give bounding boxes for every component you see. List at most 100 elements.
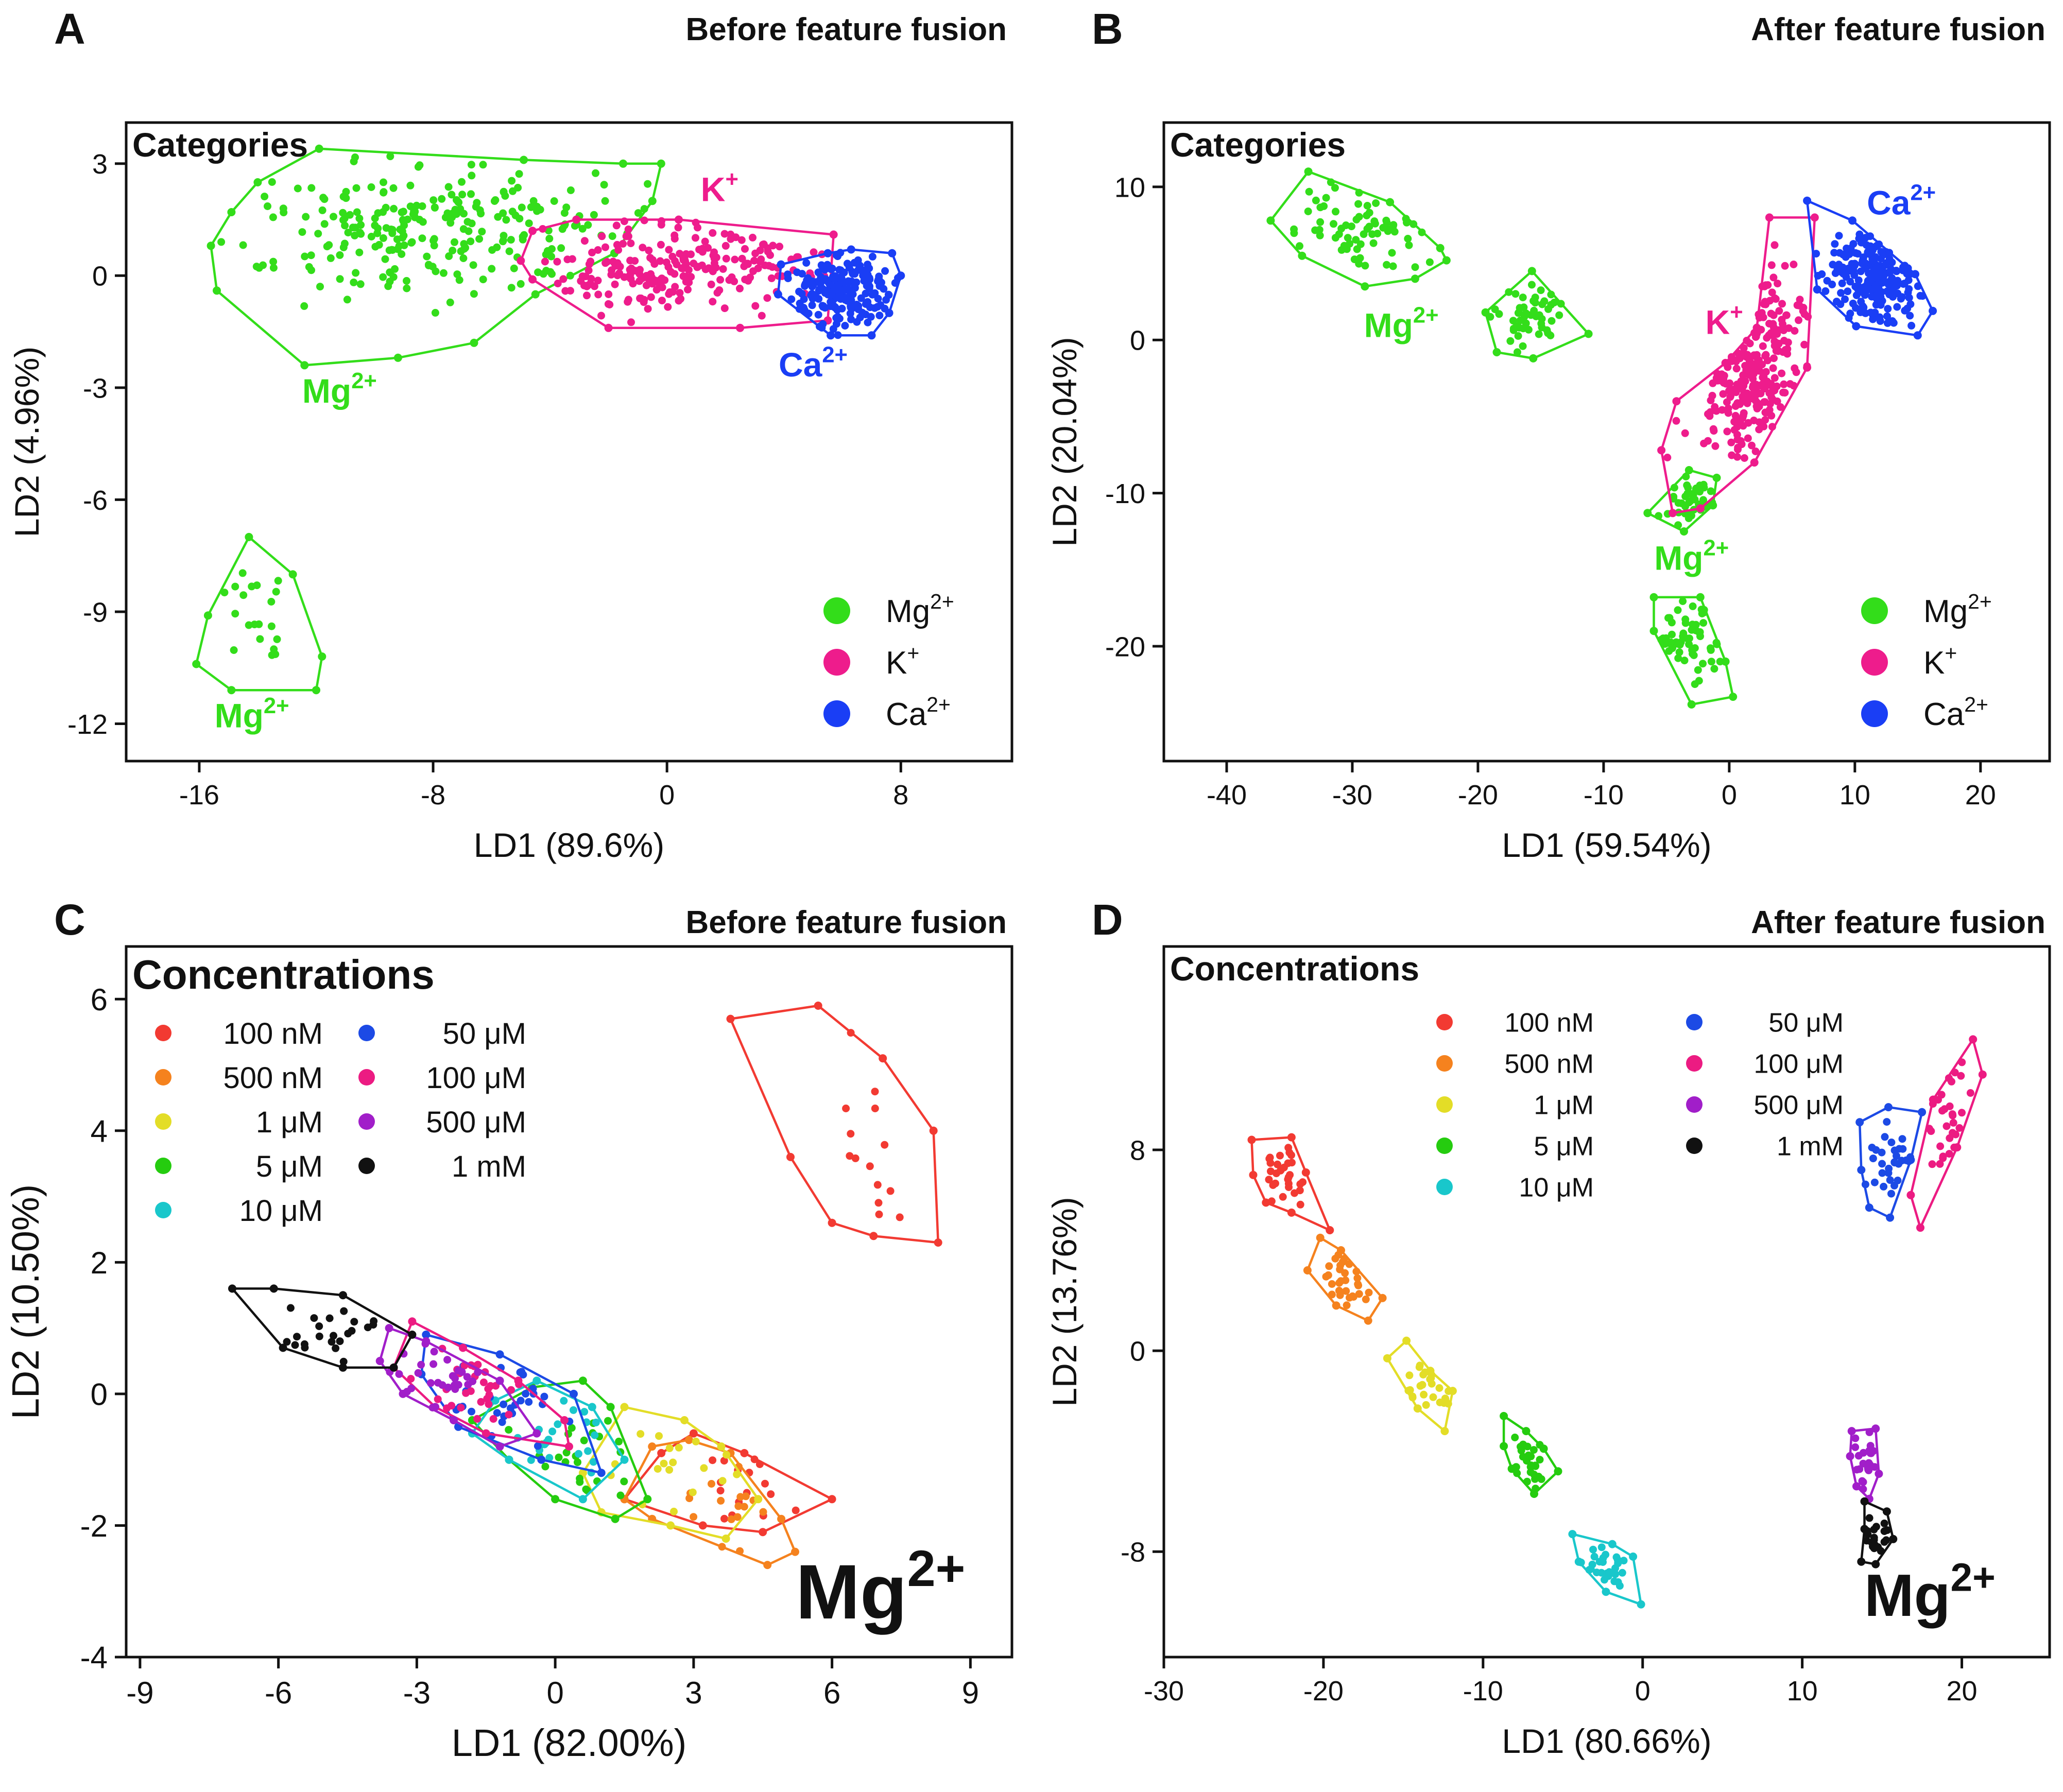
data-point [578,1376,587,1385]
data-point [1696,593,1705,601]
data-point [1770,342,1779,350]
x-tick-label: -40 [1207,780,1247,811]
data-point [1772,295,1780,303]
legend-marker [1436,1014,1453,1030]
data-point [698,245,707,253]
data-point [676,250,684,258]
data-point [607,270,615,279]
x-axis-label: LD1 (59.54%) [1502,826,1711,864]
data-point [1316,1233,1325,1242]
data-point [380,188,388,197]
data-point [755,1460,764,1468]
data-point [845,277,852,285]
data-point [553,257,561,266]
data-point [540,1392,548,1401]
y-tick-label: 10 [1114,172,1145,203]
data-point [1936,1142,1945,1150]
data-point [730,277,738,285]
data-point [1535,311,1543,319]
cluster-annotation: Ca2+ [1867,181,1936,222]
data-point [642,281,650,289]
data-point [548,1427,557,1436]
data-point [1889,319,1898,327]
y-tick-label: 2 [91,1246,108,1280]
series-100m [1906,1035,1987,1232]
data-point [367,233,375,240]
data-point [1568,1530,1577,1539]
data-point [475,235,484,243]
data-point [434,1395,442,1403]
data-point [1341,1269,1349,1277]
data-point [1287,1151,1295,1159]
data-point [1854,1452,1863,1460]
data-point [314,230,322,238]
data-point [1855,234,1863,243]
data-point [1766,381,1775,389]
data-point [1679,597,1687,605]
data-point [1884,1103,1893,1112]
data-point [1860,1497,1869,1506]
data-point [1871,253,1880,261]
data-point [1530,1471,1538,1478]
data-point [648,280,657,288]
data-point [444,183,453,191]
data-point [301,252,309,261]
data-point [269,1284,278,1293]
series-100nm [1247,1133,1334,1234]
data-point [1865,1428,1873,1436]
data-point [1304,208,1312,215]
data-point [1958,1058,1966,1066]
data-point [733,1513,742,1521]
data-point [1405,1371,1414,1380]
data-point [320,220,329,228]
data-point [720,1514,728,1523]
data-point [648,1442,657,1451]
data-point [1756,360,1764,369]
data-point [1778,369,1786,377]
data-point [1781,262,1789,270]
data-point [381,255,389,263]
data-point [375,1357,384,1365]
data-point [493,1409,501,1417]
data-point [1688,646,1696,654]
data-point [1759,313,1767,321]
data-point [499,237,507,246]
data-point [1657,446,1666,455]
data-point [657,277,665,285]
data-point [881,267,889,275]
series-500nm [1303,1233,1387,1325]
data-point [343,296,351,304]
data-point [1674,606,1682,614]
cluster-annotation: Mg2+ [1654,536,1729,577]
data-point [541,257,549,266]
data-point [1383,1354,1391,1363]
data-point [389,1363,398,1372]
data-point [498,1418,506,1426]
data-point [507,284,515,292]
data-point [836,266,845,274]
data-point [744,276,751,284]
data-point [1670,484,1678,492]
data-point [717,1442,726,1451]
legend-label: 1 mM [452,1150,526,1183]
data-point [1883,319,1892,327]
data-point [1316,203,1325,212]
data-point [1823,277,1831,285]
data-point [468,219,476,228]
data-point [594,246,602,254]
data-point [792,1506,800,1514]
data-point [1742,392,1750,400]
data-point [544,227,553,235]
data-point [594,277,602,285]
data-point [721,1535,730,1543]
data-point [720,230,729,238]
y-tick-label: -10 [1105,478,1145,509]
series-1mm [1857,1497,1898,1569]
data-point [1325,1262,1333,1270]
series-ca2 [773,245,905,340]
data-point [664,303,672,311]
data-point [1878,1148,1886,1157]
data-point [1969,1035,1978,1044]
panel-c: C Before feature fusion -9 -6 -3 0 3 6 9 6 4 2 0 -2 -4… [4,895,1013,1764]
y-axis-label: LD2 (4.96%) [8,347,46,538]
